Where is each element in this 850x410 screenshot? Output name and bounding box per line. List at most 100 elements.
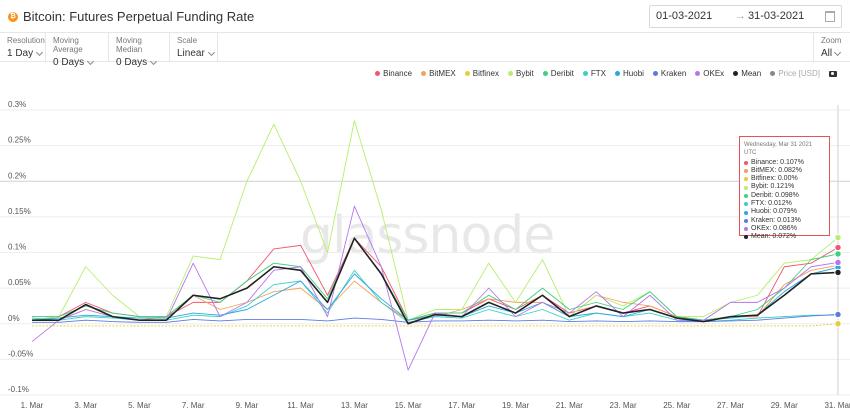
tooltip-row: Bybit: 0.121% <box>744 183 825 191</box>
legend-item-deribit[interactable]: Deribit <box>542 69 574 78</box>
tooltip-row: Deribit: 0.098% <box>744 192 825 200</box>
tooltip-value: Binance: 0.107% <box>751 158 804 166</box>
legend-dot <box>695 71 701 76</box>
legend-dot <box>375 71 381 76</box>
y-tick-label: 0.05% <box>8 278 31 287</box>
x-tick-label: 25. Mar <box>663 401 690 410</box>
legend-dot <box>542 71 548 76</box>
legend-item-bybit[interactable]: Bybit <box>507 69 534 78</box>
series-line-bitfinex <box>32 323 839 327</box>
legend-dot <box>582 71 588 76</box>
tooltip-dot <box>744 202 748 207</box>
legend-label: Bitfinex <box>472 69 499 78</box>
tooltip-value: FTX: 0.012% <box>751 200 792 208</box>
end-date-input[interactable]: 31-03-2021 <box>748 10 805 22</box>
legend-dot <box>464 71 470 76</box>
x-tick-label: 1. Mar <box>21 401 44 410</box>
end-point-binance <box>834 243 842 252</box>
x-tick-label: 23. Mar <box>610 401 637 410</box>
legend-item-mean[interactable]: Mean <box>733 69 761 78</box>
tooltip-value: Deribit: 0.098% <box>751 191 799 199</box>
tooltip-dot <box>744 227 748 232</box>
calendar-icon[interactable] <box>825 11 835 22</box>
legend-dot <box>652 71 658 76</box>
tooltip-row: OKEx: 0.086% <box>744 225 825 233</box>
legend-label: OKEx <box>703 69 725 78</box>
tooltip-row: FTX: 0.012% <box>744 200 825 208</box>
tooltip: Wednesday, Mar 31 2021 UTC Binance: 0.10… <box>739 136 830 240</box>
legend-item-ftx[interactable]: FTX <box>582 69 606 78</box>
y-tick-label: 0.25% <box>8 136 31 145</box>
scale-label: Scale <box>177 36 198 45</box>
legend-item-kraken[interactable]: Kraken <box>652 69 687 78</box>
tooltip-dot <box>744 185 748 190</box>
moving-average-value: 0 Days <box>53 57 85 68</box>
legend-label: Kraken <box>660 69 687 78</box>
zoom-select[interactable]: Zoom All <box>813 33 850 61</box>
x-tick-label: 7. Mar <box>182 401 205 410</box>
x-tick-label: 27. Mar <box>717 401 744 410</box>
x-tick-label: 11. Mar <box>287 401 314 410</box>
tooltip-dot <box>744 193 748 198</box>
legend-label: Deribit <box>550 69 574 78</box>
date-range-picker[interactable]: 01-03-2021 → 31-03-2021 <box>649 5 842 28</box>
tooltip-value: Kraken: 0.013% <box>751 216 801 224</box>
legend-item-huobi[interactable]: Huobi <box>615 69 644 78</box>
tooltip-row: Bitfinex: 0.00% <box>744 175 825 183</box>
bitcoin-icon: ₿ <box>8 11 18 22</box>
scale-select[interactable]: Scale Linear <box>170 33 218 61</box>
x-tick-label: 5. Mar <box>128 401 151 410</box>
end-point-mean <box>834 268 842 277</box>
y-tick-label: 0% <box>8 314 20 323</box>
x-tick-label: 17. Mar <box>448 401 475 410</box>
end-point-bitfinex <box>834 320 842 328</box>
legend-dot <box>615 71 621 76</box>
x-tick-label: 29. Mar <box>771 401 798 410</box>
end-point-bybit <box>834 233 842 242</box>
x-tick-label: 21. Mar <box>556 401 583 410</box>
chart-legend: Binance BitMEX Bitfinex Bybit Deribit FT… <box>366 69 837 78</box>
x-tick-label: 31. Mar <box>824 401 850 410</box>
x-tick-label: 13. Mar <box>341 401 368 410</box>
resolution-value: 1 Day <box>7 48 34 59</box>
legend-item-binance[interactable]: Binance <box>375 69 412 78</box>
tooltip-rows: Binance: 0.107% BitMEX: 0.082% Bitfinex: 0… <box>744 159 825 242</box>
start-date-input[interactable]: 01-03-2021 <box>656 10 713 22</box>
tooltip-dot <box>744 218 748 223</box>
moving-average-label: Moving Average <box>53 36 83 54</box>
legend-label: BitMEX <box>429 69 456 78</box>
end-point-deribit <box>834 250 842 258</box>
header-bar: ₿ Bitcoin: Futures Perpetual Funding Rat… <box>0 0 850 33</box>
page-title: Bitcoin: Futures Perpetual Funding Rate <box>23 9 255 24</box>
resolution-select[interactable]: Resolution 1 Day <box>0 33 46 61</box>
legend-dot <box>421 71 427 76</box>
y-tick-label: 0.15% <box>8 207 31 216</box>
tooltip-dot <box>744 235 748 240</box>
moving-median-select[interactable]: Moving Median 0 Days <box>109 33 170 68</box>
legend-item-okex[interactable]: OKEx <box>695 69 724 78</box>
moving-average-select[interactable]: Moving Average 0 Days <box>46 33 109 68</box>
tooltip-dot <box>744 160 748 165</box>
tooltip-row: Mean: 0.072% <box>744 233 825 241</box>
legend-item-bitfinex[interactable]: Bitfinex <box>464 69 499 78</box>
legend-dot <box>733 71 739 76</box>
scale-value: Linear <box>177 48 205 59</box>
legend-item-bitmex[interactable]: BitMEX <box>421 69 456 78</box>
series-line-mean <box>32 237 839 325</box>
legend-item-price[interactable]: Price [USD] <box>770 69 820 78</box>
tooltip-value: Bybit: 0.121% <box>751 183 795 191</box>
zoom-label: Zoom <box>821 36 842 45</box>
series-line-bybit <box>31 120 839 321</box>
x-tick-label: 19. Mar <box>502 401 529 410</box>
y-tick-label: 0.2% <box>8 171 26 180</box>
legend-label: Price [USD] <box>778 69 820 78</box>
y-tick-label: -0.1% <box>8 385 29 394</box>
tooltip-value: OKEx: 0.086% <box>751 224 797 232</box>
x-tick-label: 15. Mar <box>395 401 422 410</box>
legend-label: Bybit <box>515 69 534 78</box>
legend-label: Mean <box>741 69 762 78</box>
camera-icon[interactable] <box>829 70 837 77</box>
resolution-label: Resolution <box>7 36 45 45</box>
title-wrap: ₿ Bitcoin: Futures Perpetual Funding Rat… <box>8 9 254 24</box>
tooltip-dot <box>744 210 748 215</box>
